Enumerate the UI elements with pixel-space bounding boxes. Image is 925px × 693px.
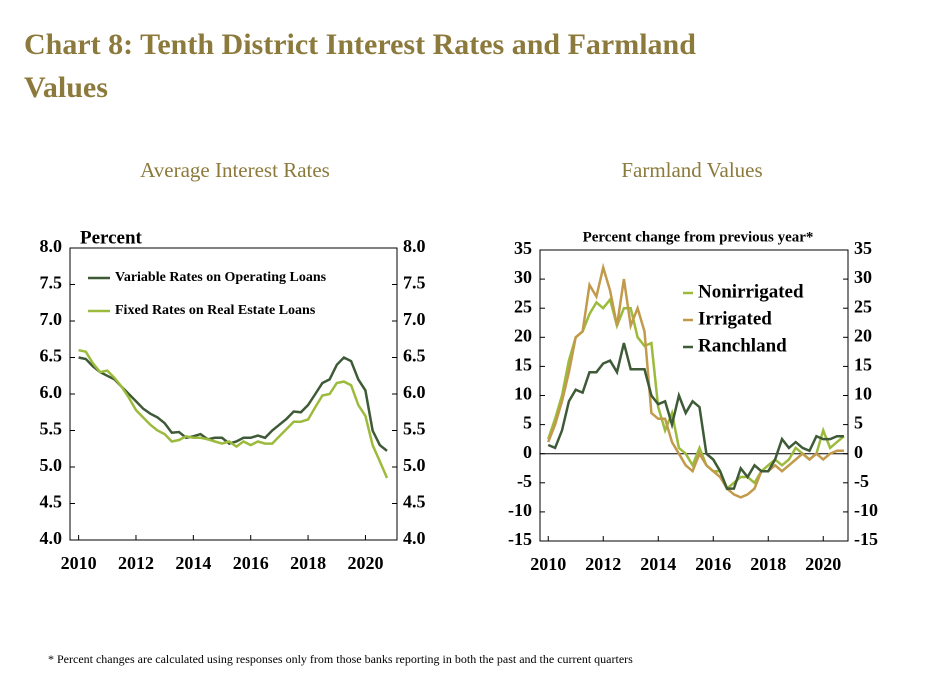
series-line [78,348,389,479]
y-axis-label: Percent [80,227,143,248]
y-tick-label: 35 [514,238,532,258]
y-tick-label: 0 [523,442,532,462]
x-tick-label: 2020 [805,554,841,574]
y-tick-label: 5.0 [40,455,63,475]
y2-tick-label: 30 [854,267,872,287]
y2-tick-label: 25 [854,296,872,316]
x-tick-label: 2014 [175,553,211,573]
y-tick-label: 7.5 [40,273,63,293]
x-tick-label: 2016 [695,554,731,574]
x-tick-label: 2020 [347,553,383,573]
y-tick-label: 30 [514,267,532,287]
x-tick-label: 2018 [750,554,786,574]
y2-tick-label: 5.5 [403,419,426,439]
y-tick-label: 5 [523,413,532,433]
x-tick-label: 2014 [640,554,676,574]
y-tick-label: 25 [514,296,532,316]
y-tick-label: 6.5 [40,346,63,366]
footnote: * Percent changes are calculated using r… [48,652,633,666]
x-tick-label: 2018 [290,553,326,573]
y2-tick-label: 8.0 [403,236,426,256]
panel-title: Farmland Values [621,158,762,182]
x-tick-label: 2016 [233,553,269,573]
y2-tick-label: 20 [854,325,872,345]
y-tick-label: 6.0 [40,382,63,402]
y-tick-label: -5 [517,471,532,491]
chart-title-line: Values [24,71,108,104]
y-tick-label: 10 [514,384,532,404]
y2-tick-label: -10 [854,500,878,520]
y2-tick-label: 6.5 [403,346,426,366]
y2-tick-label: 35 [854,238,872,258]
y-tick-label: -15 [508,529,532,549]
y2-tick-label: 6.0 [403,382,426,402]
y-tick-label: 5.5 [40,419,63,439]
y-tick-label: -10 [508,500,532,520]
series-line [547,262,844,499]
x-tick-label: 2010 [61,553,97,573]
legend-label: Ranchland [698,335,787,356]
y2-tick-label: 4.5 [403,492,426,512]
y2-tick-label: -5 [854,471,869,491]
y2-tick-label: 7.5 [403,273,426,293]
panel-title: Average Interest Rates [140,158,330,182]
y2-tick-label: -15 [854,529,878,549]
y-tick-label: 7.0 [40,309,63,329]
y2-tick-label: 0 [854,442,863,462]
y-tick-label: 4.5 [40,492,63,512]
y-axis-label: Percent change from previous year* [583,229,814,245]
chart-title-line: Chart 8: Tenth District Interest Rates a… [24,28,696,61]
y2-tick-label: 4.0 [403,528,426,548]
y2-tick-label: 5.0 [403,455,426,475]
y2-tick-label: 7.0 [403,309,426,329]
series-line [78,355,388,452]
y2-tick-label: 15 [854,355,872,375]
x-tick-label: 2012 [118,553,154,573]
y-tick-label: 20 [514,325,532,345]
legend-label: Fixed Rates on Real Estate Loans [115,303,316,318]
series-line [547,342,844,490]
plot-frame [69,247,398,541]
y-tick-label: 15 [514,355,532,375]
legend-label: Irrigated [698,308,772,329]
y-tick-label: 8.0 [40,236,63,256]
y-tick-label: 4.0 [40,528,63,548]
series-line [547,296,845,491]
y2-tick-label: 10 [854,384,872,404]
y2-tick-label: 5 [854,413,863,433]
x-tick-label: 2010 [530,554,566,574]
legend-label: Variable Rates on Operating Loans [115,270,327,285]
x-tick-label: 2012 [585,554,621,574]
legend-label: Nonirrigated [698,281,804,302]
